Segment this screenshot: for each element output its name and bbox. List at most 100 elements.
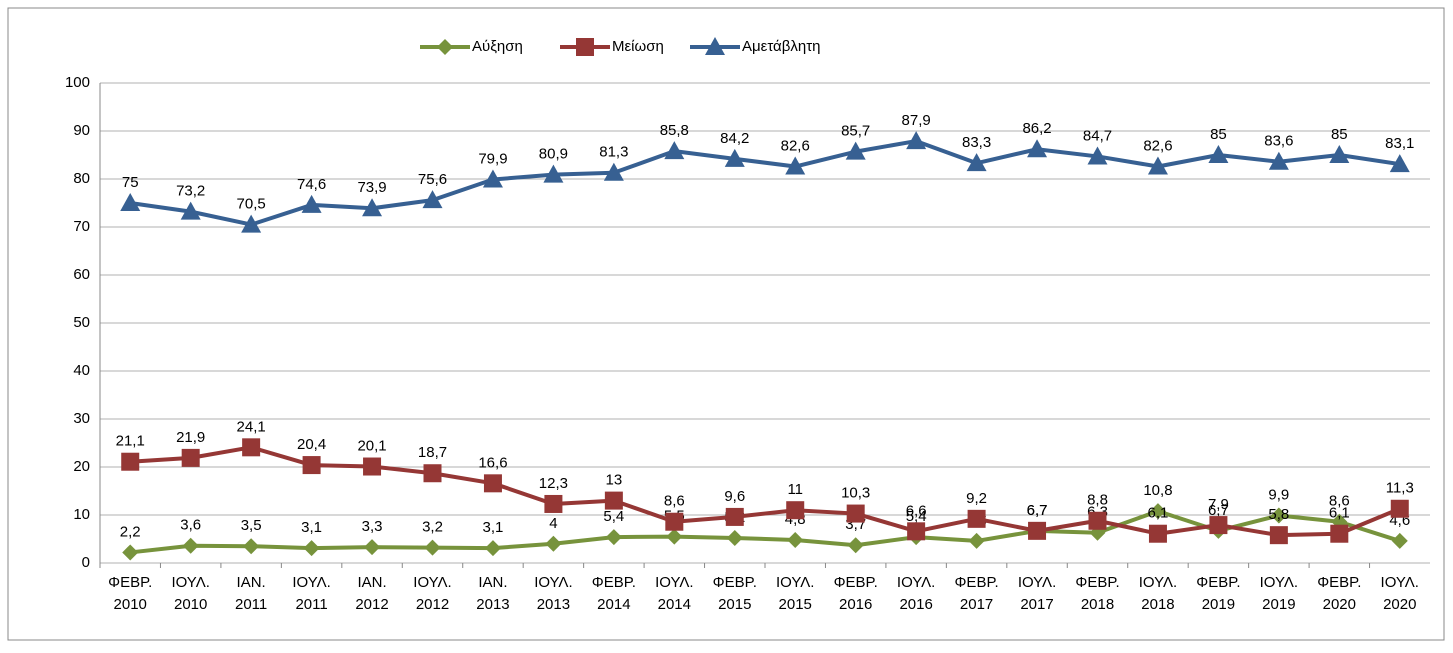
data-label: 75 <box>122 174 139 191</box>
x-tick-label: ΦΕΒΡ. 2016 <box>834 574 878 613</box>
marker <box>437 39 453 55</box>
marker <box>303 540 320 557</box>
marker <box>787 531 804 548</box>
data-label: 8,8 <box>1087 492 1108 509</box>
y-tick-label: 70 <box>73 218 90 235</box>
marker <box>484 540 501 557</box>
data-label: 84,7 <box>1083 127 1112 144</box>
data-label: 3,2 <box>422 519 443 536</box>
marker <box>483 474 502 493</box>
data-label: 9,2 <box>966 490 987 507</box>
y-tick-label: 50 <box>73 314 90 331</box>
marker <box>364 539 381 556</box>
marker <box>847 537 864 554</box>
data-label: 79,9 <box>478 150 507 167</box>
data-label: 3,3 <box>362 518 383 535</box>
marker <box>906 131 927 150</box>
marker <box>302 456 321 475</box>
marker <box>1208 145 1229 163</box>
x-tick-label: ΙΑΝ. 2012 <box>355 574 388 613</box>
marker <box>180 201 201 220</box>
marker <box>907 522 926 541</box>
marker <box>664 141 685 160</box>
marker <box>846 504 865 523</box>
data-label: 86,2 <box>1022 120 1051 137</box>
data-label: 9,9 <box>1268 486 1289 503</box>
marker <box>181 448 200 467</box>
marker <box>543 164 564 183</box>
data-label: 21,1 <box>116 433 145 450</box>
x-tick-label: ΙΟΥΛ. 2018 <box>1139 574 1177 613</box>
marker <box>726 530 743 547</box>
data-label: 6,7 <box>1027 502 1048 519</box>
marker <box>120 193 141 211</box>
data-label: 9,6 <box>724 488 745 505</box>
marker <box>605 529 622 546</box>
marker <box>363 457 382 476</box>
data-label: 83,6 <box>1264 133 1293 150</box>
marker <box>243 538 260 555</box>
data-label: 80,9 <box>539 146 568 163</box>
data-label: 7,9 <box>1208 496 1229 513</box>
x-tick-label: ΙΑΝ. 2011 <box>235 574 267 613</box>
x-tick-label: ΙΟΥΛ. 2012 <box>413 574 451 613</box>
y-tick-label: 90 <box>73 122 90 139</box>
marker <box>362 198 383 217</box>
data-label: 20,1 <box>357 437 386 454</box>
data-label: 21,9 <box>176 429 205 446</box>
data-label: 85 <box>1331 126 1348 143</box>
x-tick-label: ΙΟΥΛ. 2015 <box>776 574 814 613</box>
data-label: 73,2 <box>176 183 205 200</box>
marker <box>604 491 623 510</box>
data-label: 8,6 <box>1329 493 1350 510</box>
marker <box>1268 151 1289 170</box>
x-tick-label: ΙΟΥΛ. 2013 <box>534 574 572 613</box>
x-tick-label: ΙΟΥΛ. 2011 <box>292 574 330 613</box>
marker <box>301 194 322 213</box>
marker <box>1390 499 1409 518</box>
data-label: 81,3 <box>599 144 628 161</box>
series-line <box>129 139 1401 227</box>
data-label: 84,2 <box>720 130 749 147</box>
marker <box>786 501 805 520</box>
y-tick-label: 0 <box>82 554 90 571</box>
data-label: 73,9 <box>357 179 386 196</box>
marker <box>1329 145 1350 163</box>
marker <box>242 438 261 457</box>
data-label: 10,3 <box>841 485 870 502</box>
marker <box>967 509 986 528</box>
data-label: 6,1 <box>1148 505 1169 522</box>
data-label: 3,1 <box>483 519 504 536</box>
x-tick-label: ΦΕΒΡ. 2019 <box>1196 574 1240 613</box>
marker <box>422 190 443 209</box>
data-label: 3,1 <box>301 519 322 536</box>
marker <box>1269 526 1288 545</box>
data-label: 70,5 <box>237 196 266 213</box>
y-tick-label: 100 <box>65 74 90 91</box>
x-tick-label: ΦΕΒΡ. 2014 <box>592 574 636 613</box>
marker <box>182 537 199 554</box>
y-tick-label: 40 <box>73 362 90 379</box>
marker <box>1209 516 1228 535</box>
data-label: 6,6 <box>906 502 927 519</box>
data-label: 5,4 <box>906 508 927 525</box>
series-line <box>130 509 1401 555</box>
marker <box>705 37 725 55</box>
x-tick-label: ΙΟΥΛ. 2019 <box>1260 574 1298 613</box>
y-tick-label: 10 <box>73 506 90 523</box>
marker <box>1027 139 1048 158</box>
marker <box>1330 524 1349 543</box>
marker <box>1270 507 1287 524</box>
data-label: 85,7 <box>841 123 870 140</box>
marker <box>121 452 140 471</box>
data-label: 3,5 <box>241 517 262 534</box>
data-label: 4 <box>549 515 557 532</box>
marker <box>1389 154 1410 173</box>
x-tick-label: ΦΕΒΡ. 2020 <box>1317 574 1361 613</box>
marker <box>1148 524 1167 543</box>
marker <box>603 162 624 181</box>
data-label: 83,3 <box>962 134 991 151</box>
data-label: 6,7 <box>1027 502 1048 519</box>
marker <box>482 169 503 188</box>
x-tick-label: ΙΟΥΛ. 2010 <box>171 574 209 613</box>
